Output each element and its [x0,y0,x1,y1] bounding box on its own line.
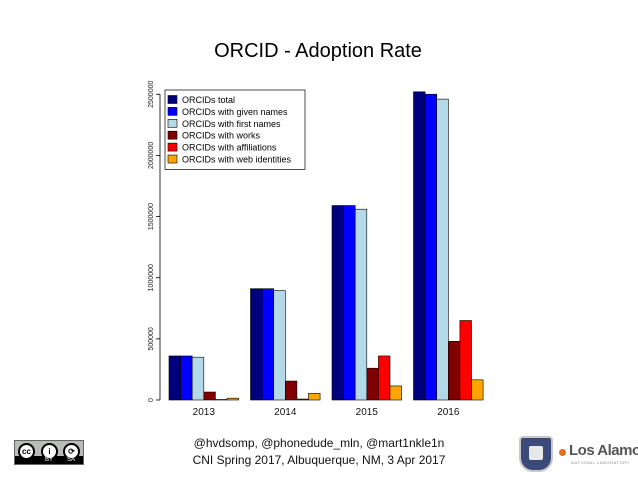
bar [331,205,344,401]
logo-name: Los Alamos [569,442,638,459]
bar [226,397,239,401]
bar [215,399,228,401]
legend-label: ORCIDs with given names [182,107,288,117]
x-tick-label: 2016 [437,407,460,418]
bar [261,288,275,401]
bar [447,340,461,401]
bar [389,385,402,401]
shield-emblem [529,446,543,460]
logo-subtitle: NATIONAL LABORATORY [571,460,630,465]
legend-swatch [167,119,178,128]
share-alike-icon: ⟳ [63,443,80,460]
bar [191,356,205,401]
bar [284,380,298,401]
legend-swatch [167,154,178,164]
legend-label: ORCIDs with works [182,131,261,141]
cc-sa-label: SA [67,457,76,463]
cc-license-badge: cc i ⟳ BY SA [14,440,84,465]
footer-authors: @hvdsomp, @phonedude_mln, @mart1nkle1n [193,436,445,450]
bar [378,355,391,401]
legend-swatch [167,130,178,140]
legend-swatch [167,107,178,116]
cc-by-label: BY [45,457,54,463]
x-tick-label: 2014 [274,407,297,418]
y-tick-label: 1000000 [148,264,155,291]
y-tick-label: 2000000 [148,142,155,169]
bar [436,98,449,401]
bar [343,205,356,401]
footer-event: CNI Spring 2017, Albuquerque, NM, 3 Apr … [192,453,446,467]
bar [354,208,368,401]
legend-label: ORCIDs with affiliations [182,143,277,153]
cc-icon: cc [18,443,35,460]
legend-box [164,89,306,170]
x-tick-label: 2013 [193,407,216,418]
bar [180,355,193,401]
bar [459,320,472,401]
shield-icon [519,436,553,472]
legend-label: ORCIDs with web identities [182,155,292,165]
x-tick-label: 2015 [356,407,379,418]
y-tick-label: 1500000 [148,203,155,230]
bar [424,93,438,401]
y-tick-label: 2500000 [148,81,155,108]
y-tick-label: 500000 [148,327,155,350]
chart-title: ORCID - Adoption Rate [214,40,422,62]
bar [471,379,484,401]
legend-swatch [167,142,178,152]
los-alamos-logo: Los Alamos NATIONAL LABORATORY [515,436,638,472]
bar [296,398,309,401]
logo-dot-icon [559,449,566,456]
attribution-icon: i [41,443,58,460]
y-tick-label: 0 [148,398,155,402]
legend-label: ORCIDs with first names [182,119,281,129]
bar [308,392,321,401]
legend-label: ORCIDs total [182,95,235,105]
bar [203,391,216,401]
bar [273,290,286,401]
legend-swatch [167,95,178,104]
plot-area: 0 500000 1000000 1500000 2000000 2500000 2013 2… [148,81,484,418]
bar [168,355,181,401]
bar [366,367,379,401]
bar [250,288,263,401]
bar [413,91,426,401]
